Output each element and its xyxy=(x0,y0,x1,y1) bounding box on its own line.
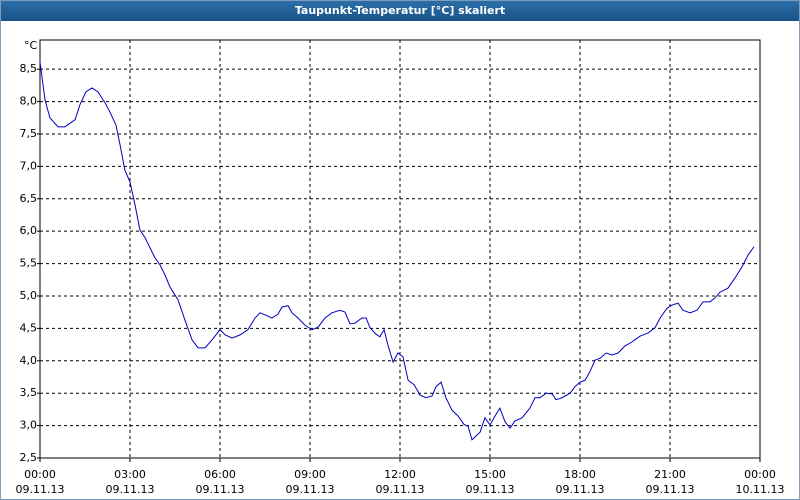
x-tick-date: 10.11.13 xyxy=(736,483,785,496)
data-line xyxy=(39,61,755,441)
plot-border xyxy=(39,39,761,459)
title-bar: Taupunkt-Temperatur [°C] skaliert xyxy=(1,1,799,21)
x-tick-label: 15:00 xyxy=(474,468,506,481)
x-tick-date: 09.11.13 xyxy=(646,483,695,496)
x-tick-label: 00:00 xyxy=(24,468,56,481)
x-tick-date: 09.11.13 xyxy=(16,483,65,496)
x-tick-label: 00:00 xyxy=(744,468,776,481)
x-tick-label: 06:00 xyxy=(204,468,236,481)
x-tick-date: 09.11.13 xyxy=(376,483,425,496)
x-tick-label: 18:00 xyxy=(564,468,596,481)
y-tick-label: 6,0 xyxy=(20,224,38,237)
y-tick-label: 5,0 xyxy=(20,289,38,302)
x-tick-date: 09.11.13 xyxy=(556,483,605,496)
y-tick-label: 7,5 xyxy=(20,127,38,140)
x-tick-label: 12:00 xyxy=(384,468,416,481)
x-tick-date: 09.11.13 xyxy=(196,483,245,496)
y-tick-label: 7,0 xyxy=(20,159,38,172)
y-tick-label: 5,5 xyxy=(20,257,38,270)
x-tick-date: 09.11.13 xyxy=(466,483,515,496)
x-tick-label: 09:00 xyxy=(294,468,326,481)
x-tick-label: 21:00 xyxy=(654,468,686,481)
y-unit-label: °C xyxy=(24,39,38,52)
y-tick-label: 6,5 xyxy=(20,192,38,205)
y-tick-label: 8,5 xyxy=(20,62,38,75)
y-tick-label: 3,0 xyxy=(20,419,38,432)
y-tick-label: 4,0 xyxy=(20,354,38,367)
y-tick-label: 3,5 xyxy=(20,386,38,399)
y-tick-label: 8,0 xyxy=(20,95,38,108)
x-tick-date: 09.11.13 xyxy=(286,483,335,496)
y-tick-label: 2,5 xyxy=(20,451,38,464)
y-tick-label: 4,5 xyxy=(20,321,38,334)
x-tick-date: 09.11.13 xyxy=(106,483,155,496)
x-tick-label: 03:00 xyxy=(114,468,146,481)
